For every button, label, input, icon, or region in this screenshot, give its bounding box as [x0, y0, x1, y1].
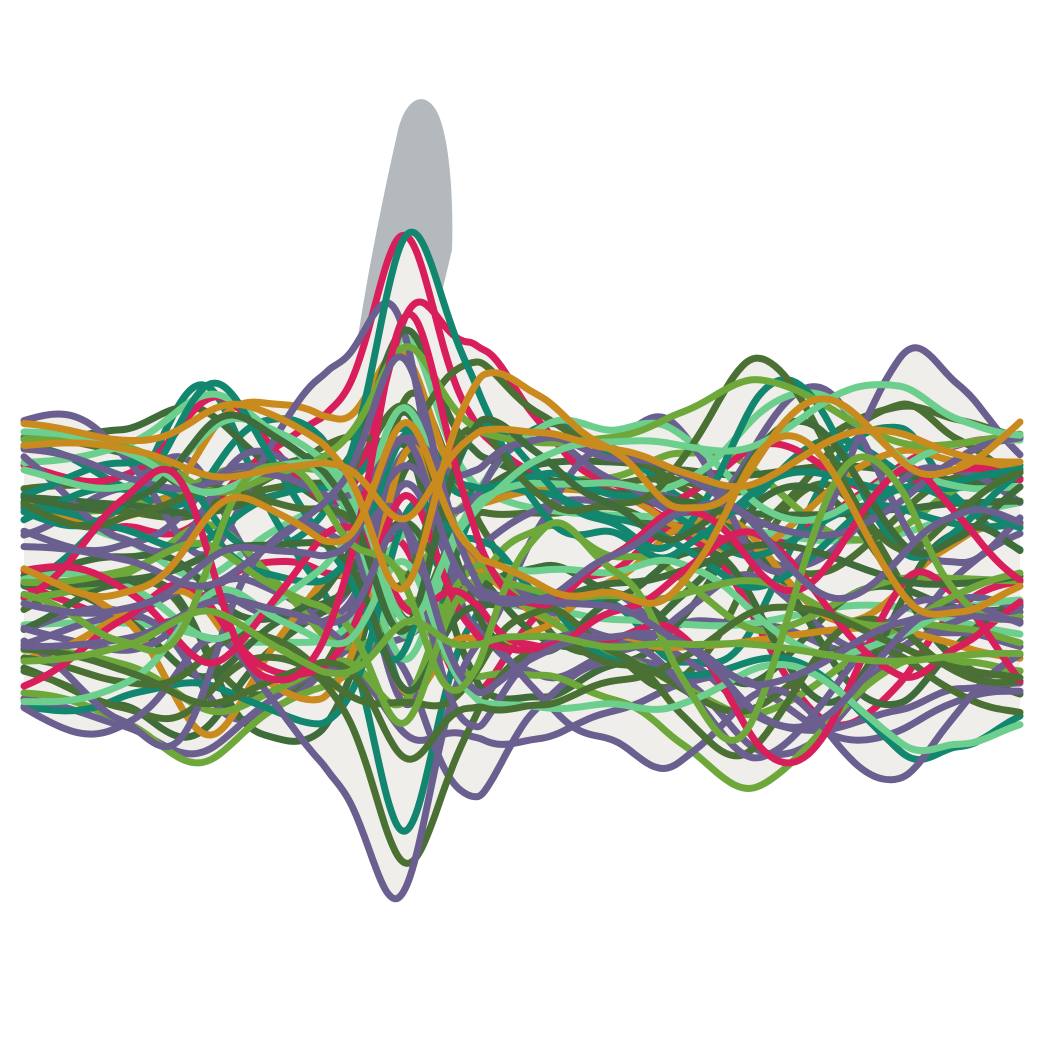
wave-line: [20, 603, 1024, 763]
wave-lines: [20, 228, 1024, 903]
wave-line: [20, 502, 1024, 762]
wave-line: [20, 453, 1024, 744]
wave-line: [20, 523, 1024, 681]
wave-line: [20, 419, 1024, 618]
wave-line: [20, 425, 1024, 523]
wave-line: [20, 607, 1024, 677]
wave-line: [20, 664, 1024, 758]
wave-line: [20, 369, 1024, 593]
wave-line: [20, 435, 1024, 689]
wave-line: [20, 427, 1024, 591]
